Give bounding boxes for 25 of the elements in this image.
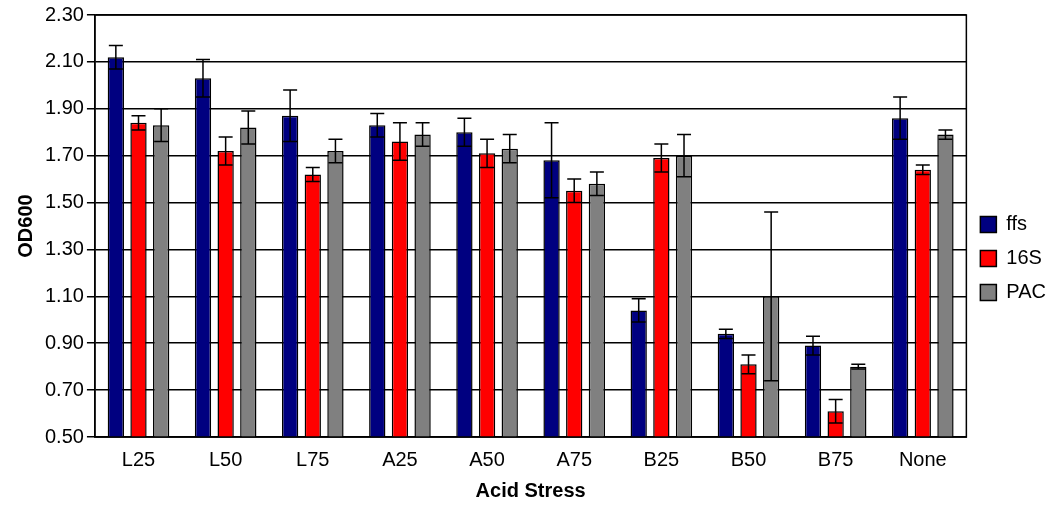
- x-tick-label: A50: [469, 447, 505, 470]
- y-axis-title: OD600: [13, 194, 36, 258]
- y-tick-label: 0.70: [44, 377, 84, 400]
- x-tick-label: B25: [643, 447, 680, 470]
- y-tick-label: 1.30: [44, 236, 84, 259]
- legend-label: 16S: [1006, 246, 1042, 269]
- x-tick-label: A25: [382, 447, 418, 470]
- x-tick-label: L75: [296, 447, 330, 470]
- legend-label: ffs: [1006, 212, 1028, 235]
- x-axis-title: Acid Stress: [475, 478, 586, 501]
- y-tick-label: 0.90: [44, 330, 84, 353]
- x-tick-label: B75: [817, 447, 854, 470]
- x-tick-label: B50: [730, 447, 767, 470]
- y-tick-label: 1.50: [44, 190, 84, 213]
- y-tick-label: 1.10: [44, 283, 84, 306]
- x-tick-label: L25: [121, 447, 156, 470]
- legend-label: PAC: [1006, 280, 1046, 303]
- y-tick-label: 1.90: [44, 96, 84, 119]
- y-tick-label: 2.10: [44, 49, 84, 72]
- x-tick-label: A75: [556, 447, 593, 470]
- y-tick-label: 2.30: [44, 2, 84, 25]
- y-tick-label: 1.70: [44, 143, 84, 166]
- x-tick-label: L50: [208, 447, 243, 470]
- x-tick-label: None: [898, 447, 947, 470]
- y-tick-label: 0.50: [44, 424, 84, 447]
